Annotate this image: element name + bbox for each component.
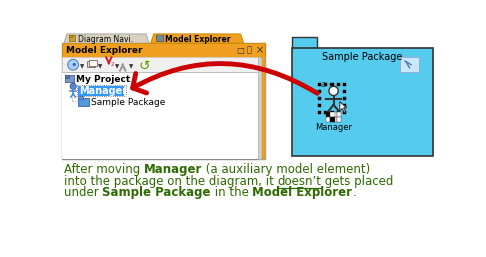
Bar: [330, 111, 333, 114]
Bar: [343, 104, 346, 107]
Bar: [318, 104, 321, 107]
Text: Sample Package: Sample Package: [322, 52, 402, 62]
Text: Model Explorer: Model Explorer: [66, 45, 143, 54]
Bar: [343, 90, 346, 93]
Text: Diagram Navi.: Diagram Navi.: [78, 35, 133, 44]
Bar: [262, 43, 265, 159]
Bar: [156, 35, 163, 41]
Bar: [292, 37, 316, 48]
Text: (a auxiliary model element): (a auxiliary model element): [202, 163, 370, 176]
Bar: [343, 97, 346, 100]
Text: ⌗: ⌗: [247, 45, 252, 54]
Text: My Project: My Project: [76, 75, 131, 84]
Bar: [62, 72, 258, 159]
Bar: [78, 98, 88, 106]
Text: Model Explorer: Model Explorer: [165, 35, 231, 44]
Text: gets placed: gets placed: [321, 175, 394, 188]
Bar: [343, 83, 346, 86]
Text: Manager: Manager: [315, 123, 352, 132]
Text: under: under: [64, 186, 103, 199]
Text: •: •: [70, 60, 76, 70]
Bar: [400, 57, 419, 72]
Polygon shape: [64, 34, 149, 43]
Text: □: □: [236, 45, 244, 54]
Text: 2: 2: [110, 62, 114, 67]
Text: in the: in the: [211, 186, 252, 199]
Bar: [330, 83, 333, 86]
Bar: [78, 96, 83, 99]
Bar: [326, 117, 330, 122]
Bar: [318, 111, 321, 114]
Bar: [65, 75, 74, 82]
Circle shape: [68, 59, 79, 70]
Text: into the package on the diagram, it: into the package on the diagram, it: [64, 175, 278, 188]
Bar: [258, 57, 265, 159]
Bar: [292, 48, 433, 156]
Bar: [332, 113, 337, 117]
Bar: [318, 83, 321, 86]
FancyArrowPatch shape: [133, 63, 317, 93]
Bar: [337, 113, 341, 117]
Bar: [343, 111, 346, 114]
Text: ▼: ▼: [129, 65, 133, 70]
Text: a: a: [320, 80, 326, 89]
Bar: [69, 35, 72, 37]
Bar: [69, 35, 75, 41]
Text: Sample Package: Sample Package: [103, 186, 211, 199]
Bar: [78, 86, 124, 96]
Bar: [326, 113, 330, 117]
Text: doesn’t: doesn’t: [278, 175, 321, 188]
Text: ×: ×: [256, 45, 264, 55]
Bar: [324, 111, 328, 114]
Circle shape: [329, 86, 338, 96]
Polygon shape: [340, 102, 347, 113]
Text: Manager: Manager: [79, 86, 127, 96]
Bar: [89, 60, 97, 66]
Text: ↺: ↺: [138, 59, 150, 72]
Text: ▼: ▼: [98, 65, 102, 70]
Bar: [332, 117, 337, 122]
Text: .: .: [352, 186, 356, 199]
Bar: [337, 111, 340, 114]
Bar: [64, 74, 75, 83]
Bar: [318, 97, 321, 100]
Bar: [62, 43, 265, 159]
Bar: [62, 43, 265, 57]
Text: Model Explorer: Model Explorer: [252, 186, 352, 199]
Bar: [65, 75, 69, 78]
Bar: [330, 117, 335, 122]
Bar: [337, 117, 341, 122]
Text: ▼: ▼: [80, 65, 85, 70]
Bar: [318, 90, 321, 93]
Bar: [330, 113, 335, 117]
Bar: [337, 83, 340, 86]
Text: After moving: After moving: [64, 163, 144, 176]
Text: Sample Package: Sample Package: [91, 98, 165, 107]
Bar: [87, 61, 95, 67]
Bar: [62, 57, 258, 72]
Circle shape: [70, 83, 76, 89]
Text: Manager: Manager: [144, 163, 202, 176]
Bar: [157, 35, 161, 36]
Polygon shape: [151, 34, 243, 43]
Text: ▼: ▼: [115, 65, 119, 70]
Bar: [324, 83, 328, 86]
